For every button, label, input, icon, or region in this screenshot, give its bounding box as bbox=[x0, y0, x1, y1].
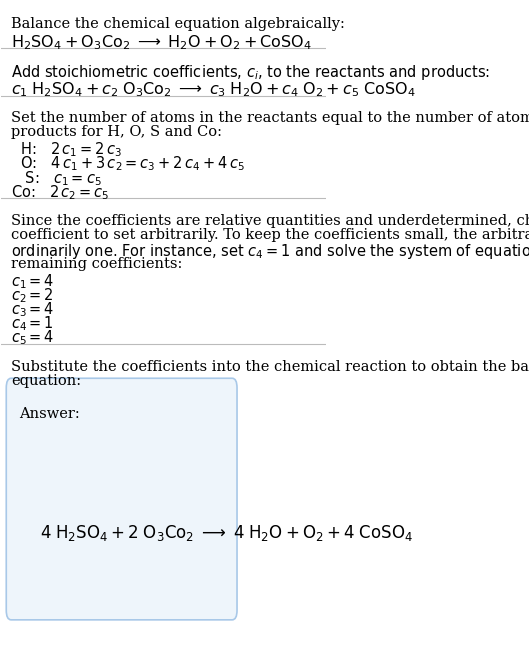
Text: H:   $2\,c_1 = 2\,c_3$: H: $2\,c_1 = 2\,c_3$ bbox=[11, 140, 122, 159]
Text: $4\;\mathrm{H_2SO_4} + 2\;\mathrm{O_3Co_2} \;\longrightarrow\; 4\;\mathrm{H_2O} : $4\;\mathrm{H_2SO_4} + 2\;\mathrm{O_3Co_… bbox=[40, 523, 414, 543]
Text: Since the coefficients are relative quantities and underdetermined, choose a: Since the coefficients are relative quan… bbox=[11, 214, 529, 228]
FancyBboxPatch shape bbox=[6, 378, 237, 620]
Text: products for H, O, S and Co:: products for H, O, S and Co: bbox=[11, 125, 222, 139]
Text: $c_2 = 2$: $c_2 = 2$ bbox=[11, 286, 54, 305]
Text: Balance the chemical equation algebraically:: Balance the chemical equation algebraica… bbox=[11, 17, 345, 32]
Text: $c_5 = 4$: $c_5 = 4$ bbox=[11, 329, 54, 347]
Text: coefficient to set arbitrarily. To keep the coefficients small, the arbitrary va: coefficient to set arbitrarily. To keep … bbox=[11, 228, 529, 242]
Text: ordinarily one. For instance, set $c_4 = 1$ and solve the system of equations fo: ordinarily one. For instance, set $c_4 =… bbox=[11, 243, 529, 261]
Text: Answer:: Answer: bbox=[19, 407, 80, 421]
Text: $c_3 = 4$: $c_3 = 4$ bbox=[11, 300, 54, 319]
Text: remaining coefficients:: remaining coefficients: bbox=[11, 256, 183, 270]
Text: equation:: equation: bbox=[11, 375, 81, 388]
Text: S:   $c_1 = c_5$: S: $c_1 = c_5$ bbox=[11, 169, 102, 188]
Text: $c_4 = 1$: $c_4 = 1$ bbox=[11, 314, 54, 333]
Text: $\mathrm{H_2SO_4 + O_3Co_2 \;\longrightarrow\; H_2O + O_2 + CoSO_4}$: $\mathrm{H_2SO_4 + O_3Co_2 \;\longrighta… bbox=[11, 34, 312, 52]
Text: O:   $4\,c_1 + 3\,c_2 = c_3 + 2\,c_4 + 4\,c_5$: O: $4\,c_1 + 3\,c_2 = c_3 + 2\,c_4 + 4\,… bbox=[11, 155, 245, 173]
Text: Co:   $2\,c_2 = c_5$: Co: $2\,c_2 = c_5$ bbox=[11, 183, 110, 202]
Text: Substitute the coefficients into the chemical reaction to obtain the balanced: Substitute the coefficients into the che… bbox=[11, 360, 529, 374]
Text: $c_1 = 4$: $c_1 = 4$ bbox=[11, 272, 54, 291]
Text: Set the number of atoms in the reactants equal to the number of atoms in the: Set the number of atoms in the reactants… bbox=[11, 111, 529, 125]
Text: $c_1\;\mathrm{H_2SO_4} + c_2\;\mathrm{O_3Co_2} \;\longrightarrow\; c_3\;\mathrm{: $c_1\;\mathrm{H_2SO_4} + c_2\;\mathrm{O_… bbox=[11, 80, 416, 99]
Text: Add stoichiometric coefficients, $c_i$, to the reactants and products:: Add stoichiometric coefficients, $c_i$, … bbox=[11, 63, 490, 82]
